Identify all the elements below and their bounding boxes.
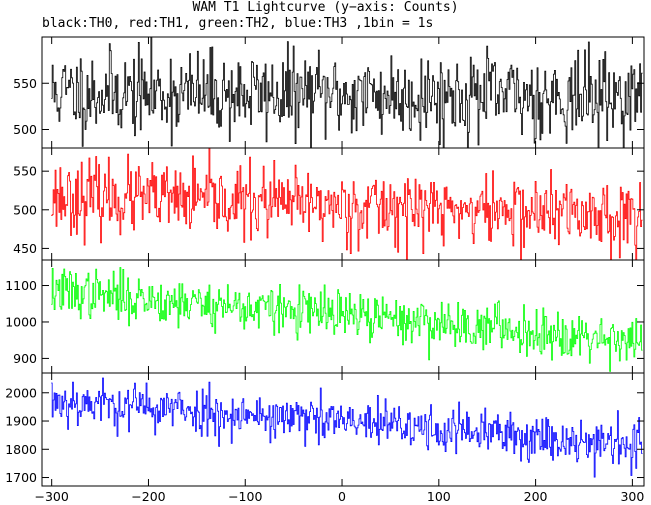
y-tick-label: 1700 <box>5 470 37 485</box>
x-tick-label: 200 <box>524 489 548 504</box>
y-tick-label: 2000 <box>5 385 37 400</box>
y-tick-label: 550 <box>13 76 37 91</box>
y-tick-label: 500 <box>13 122 37 137</box>
x-tick-label: 0 <box>338 489 346 504</box>
y-tick-label: 1000 <box>5 314 37 329</box>
y-tick-label: 1900 <box>5 414 37 429</box>
panel-frame-th2 <box>41 259 645 374</box>
x-tick-label: −200 <box>131 489 165 504</box>
y-tick-label: 900 <box>13 351 37 366</box>
chart-subtitle: black:TH0, red:TH1, green:TH2, blue:TH3 … <box>42 16 434 31</box>
x-tick-label: 300 <box>620 489 644 504</box>
y-tick-label: 550 <box>13 164 37 179</box>
lightcurve-th1 <box>51 148 643 260</box>
x-tick-label: −100 <box>228 489 262 504</box>
y-tick-label: 500 <box>13 202 37 217</box>
chart-title: WAM T1 Lightcurve (y−axis: Counts) <box>192 0 459 15</box>
lightcurve-th2 <box>51 267 643 372</box>
x-tick-label: 100 <box>427 489 451 504</box>
x-tick-label: −300 <box>35 489 69 504</box>
lightcurve-th3 <box>51 377 643 478</box>
y-tick-label: 450 <box>13 241 37 256</box>
y-tick-label: 1800 <box>5 442 37 457</box>
lightcurve-th0 <box>51 37 643 148</box>
y-tick-label: 1100 <box>5 278 37 293</box>
panel-frame-th3 <box>41 372 645 487</box>
